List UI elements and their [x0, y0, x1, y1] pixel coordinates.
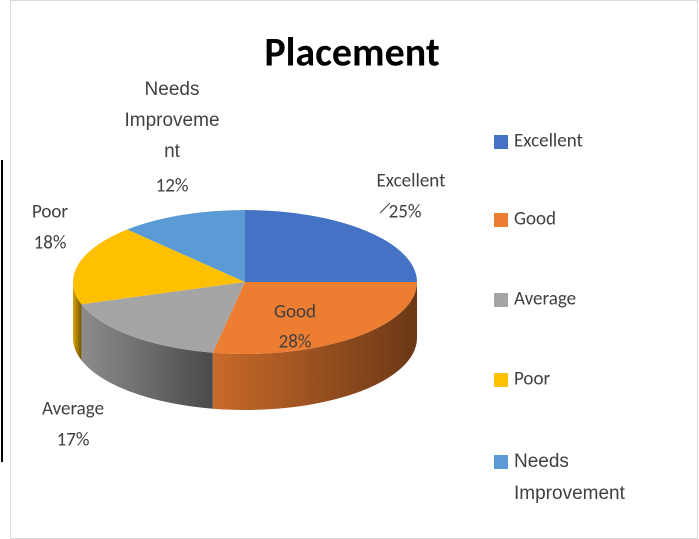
pie-slice: [81, 282, 246, 353]
pie-slice: [127, 210, 245, 282]
legend-label: Excellent: [514, 130, 584, 153]
data-label-name: Poor: [32, 201, 68, 224]
legend-swatch: [494, 293, 508, 307]
legend-swatch: [494, 213, 508, 227]
legend-label: Good: [514, 208, 556, 231]
pie-side: [81, 304, 213, 409]
leader-line: [379, 202, 391, 214]
legend-label: Poor: [514, 368, 550, 391]
data-label-name: Good: [274, 301, 316, 324]
data-label-name: Excellent: [377, 170, 447, 193]
data-label-name: Average: [42, 398, 104, 421]
data-label-value: 12%: [156, 175, 189, 198]
pie-slice: [245, 210, 417, 282]
pie-slice: [212, 282, 417, 354]
legend-label: Needs Improvement: [514, 451, 625, 504]
data-label-value: 17%: [57, 429, 90, 452]
data-label-value: 18%: [34, 232, 67, 255]
pie-side: [212, 282, 417, 410]
chart-title: Placement: [264, 28, 440, 77]
data-label-name: Needs Improvement: [124, 79, 220, 162]
legend-swatch: [494, 135, 508, 149]
data-label-value: 25%: [389, 201, 422, 224]
legend-label: Average: [514, 288, 576, 311]
pie-slice: [72, 229, 245, 305]
legend-swatch: [494, 455, 508, 469]
legend-swatch: [494, 373, 508, 387]
pie-side: [73, 282, 82, 361]
data-label-value: 28%: [279, 331, 312, 354]
